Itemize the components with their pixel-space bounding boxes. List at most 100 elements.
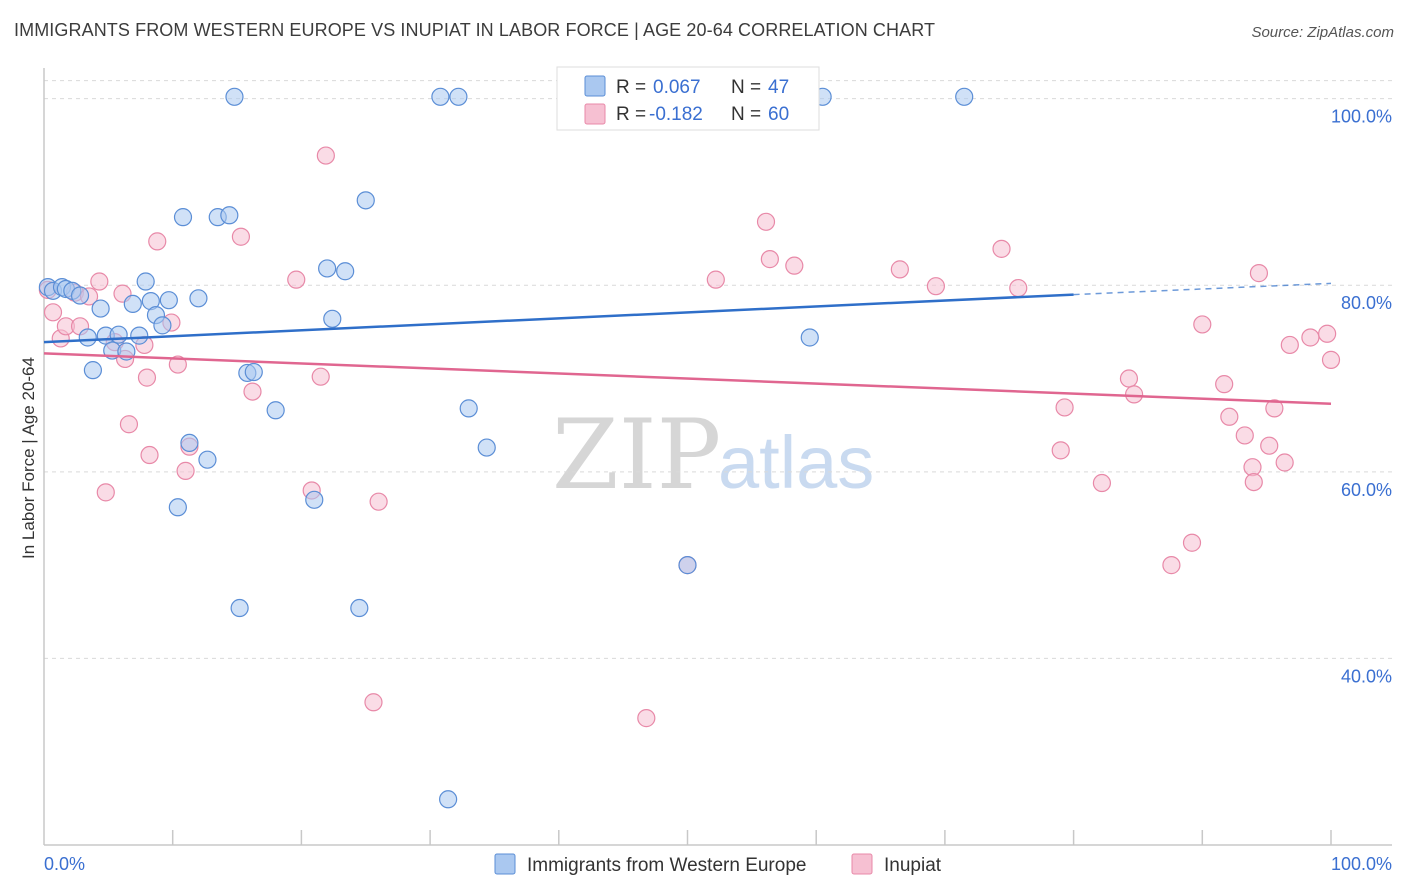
scatter-point [119,415,139,434]
scatter-point [137,368,157,387]
scatter-point [244,362,263,382]
y-tick-label: 80.0% [1341,293,1392,313]
scatter-point [78,328,97,347]
legend-swatch-western-europe [494,853,516,875]
scatter-point [70,286,90,305]
scatter-point [148,232,167,251]
legend-swatch-inupiat [851,853,873,875]
scatter-point [318,259,337,278]
scatter-point [123,294,142,314]
scatter-point [760,250,779,269]
scatter-point [1249,264,1269,283]
scatter-point [316,146,335,165]
legend-label-western-europe: Immigrants from Western Europe [527,855,806,876]
scatter-point [198,450,217,469]
scatter-point [189,289,208,308]
scatter-point [439,790,458,809]
scatter-point [96,483,115,502]
scatter-point [136,272,155,291]
watermark-zip: ZIP [552,399,721,511]
scatter-point [1215,375,1234,394]
scatter-point [431,87,450,106]
scatter-point [153,316,172,335]
scatter-point [323,309,342,328]
legend-r-label: R = [616,104,646,125]
legend-swatch-blue [584,75,606,97]
legend-r-value: -0.182 [649,104,703,125]
scatter-point [1119,369,1139,388]
series-legend: Immigrants from Western Europe Inupiat [494,853,942,876]
scatter-point [1009,278,1028,298]
legend-swatch-pink [584,103,606,125]
scatter-point [231,227,251,246]
scatter-point [1265,399,1284,418]
scatter-point [785,256,804,275]
scatter-point [83,361,103,380]
y-axis-title: In Labor Force | Age 20-64 [19,357,38,559]
chart-title: IMMIGRANTS FROM WESTERN EUROPE VS INUPIA… [14,20,936,40]
watermark-atlas: atlas [718,421,874,504]
scatter-point [130,326,149,345]
scatter-point [477,438,496,457]
scatter-point [173,208,193,227]
scatter-point [266,401,285,420]
scatter-point [1182,533,1202,552]
scatter-point [459,399,478,418]
legend-n-value: 60 [768,104,789,125]
scatter-point [243,382,262,401]
x-tick-label-min: 0.0% [44,854,85,874]
trend-line-western-europe-extension [1073,282,1332,296]
scatter-point [449,87,468,106]
scatter-point [140,445,159,465]
scatter-point [756,212,776,231]
scatter-point [1051,441,1070,460]
scatter-point [220,206,239,225]
scatter-point [109,325,128,344]
y-tick-label: 60.0% [1341,480,1392,500]
legend-n-value: 47 [768,77,789,98]
scatter-point [1260,436,1279,455]
scatter-point [356,191,375,210]
scatter-point [168,355,187,374]
scatter-point [364,693,383,712]
scatter-point [1124,385,1144,404]
scatter-point [305,490,324,509]
legend-n-label: N = [731,104,761,125]
y-tick-label: 40.0% [1341,666,1392,686]
scatter-point [91,299,110,318]
scatter-point [311,367,330,386]
scatter-point [1162,556,1181,575]
series-western-europe-points [38,87,974,809]
scatter-point [43,303,63,322]
scatter-point [637,709,656,728]
legend-r-label: R = [616,77,646,98]
trend-line-western-europe [43,293,1074,344]
scatter-point [1301,328,1320,347]
scatter-point [369,492,388,511]
y-tick-label: 100.0% [1331,107,1392,127]
scatter-point [800,328,819,347]
trend-lines [43,282,1332,405]
x-tick-label-max: 100.0% [1331,854,1392,874]
scatter-point [1193,315,1212,334]
scatter-point [336,262,355,281]
scatter-point [176,461,195,480]
scatter-point [1321,350,1341,369]
scatter-point [1244,472,1263,492]
scatter-point [168,498,187,517]
scatter-point [230,598,249,618]
scatter-point [287,270,306,289]
scatter-point [955,87,974,106]
watermark: ZIP atlas [552,399,874,511]
scatter-point [350,598,369,618]
scatter-point [926,277,945,296]
source-credit[interactable]: Source: ZipAtlas.com [1251,24,1394,41]
stats-legend: R = 0.067 N = 47 R = -0.182 N = 60 [556,66,820,131]
scatter-point [706,270,725,289]
y-tick-labels: 40.0% 60.0% 80.0% 100.0% [1331,107,1392,687]
scatter-point [1318,324,1337,343]
scatter-point [90,272,109,291]
scatter-point [1235,426,1254,445]
scatter-point [678,556,697,575]
